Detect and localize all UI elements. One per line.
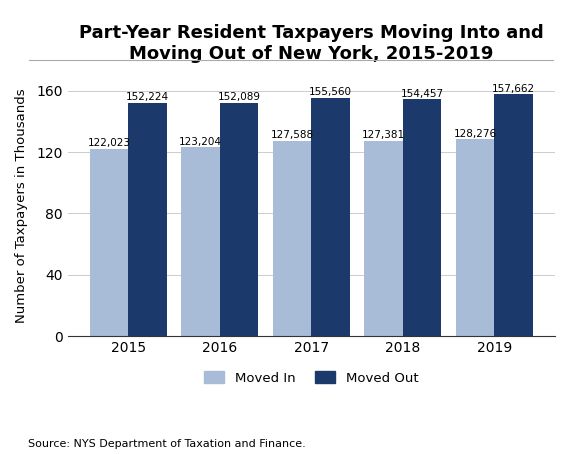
Bar xyxy=(311,98,350,336)
Text: 127,381: 127,381 xyxy=(362,130,405,140)
Bar xyxy=(364,141,403,336)
Title: Part-Year Resident Taxpayers Moving Into and
Moving Out of New York, 2015-2019: Part-Year Resident Taxpayers Moving Into… xyxy=(79,24,544,63)
Bar xyxy=(403,99,441,336)
Text: Source: NYS Department of Taxation and Finance.: Source: NYS Department of Taxation and F… xyxy=(28,439,306,449)
Bar xyxy=(220,103,258,336)
Bar xyxy=(90,149,128,336)
Bar xyxy=(128,103,167,336)
Bar xyxy=(273,141,311,336)
Bar xyxy=(456,139,494,336)
Text: 128,276: 128,276 xyxy=(454,129,496,139)
Bar xyxy=(494,94,533,336)
Text: 152,224: 152,224 xyxy=(126,92,169,102)
Text: 157,662: 157,662 xyxy=(492,84,535,94)
Text: 122,023: 122,023 xyxy=(88,138,131,148)
Y-axis label: Number of Taxpayers in Thousands: Number of Taxpayers in Thousands xyxy=(15,89,28,323)
Text: 127,588: 127,588 xyxy=(271,130,314,140)
Text: 123,204: 123,204 xyxy=(179,137,222,147)
Bar xyxy=(181,147,220,336)
Text: 152,089: 152,089 xyxy=(218,92,260,102)
Legend: Moved In, Moved Out: Moved In, Moved Out xyxy=(199,366,424,390)
Text: 155,560: 155,560 xyxy=(309,87,352,97)
Text: 154,457: 154,457 xyxy=(401,89,443,99)
